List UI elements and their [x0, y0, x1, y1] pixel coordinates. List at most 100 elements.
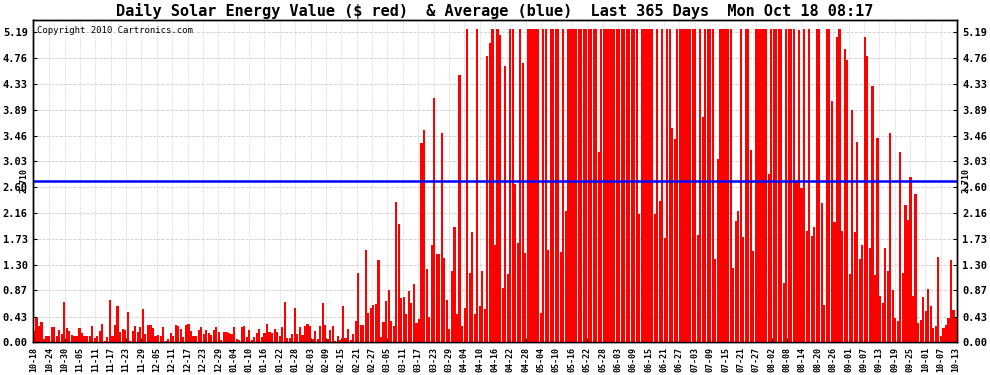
Bar	[681, 29, 683, 342]
Bar	[244, 326, 246, 342]
Bar	[547, 250, 549, 342]
Bar	[162, 327, 164, 342]
Bar	[686, 29, 689, 342]
Bar	[132, 331, 134, 342]
Bar	[266, 324, 268, 342]
Bar	[195, 336, 197, 342]
Bar	[950, 260, 952, 342]
Bar	[317, 339, 319, 342]
Bar	[53, 327, 55, 342]
Bar	[552, 29, 554, 342]
Bar	[535, 29, 537, 342]
Text: Copyright 2010 Cartronics.com: Copyright 2010 Cartronics.com	[38, 26, 193, 35]
Bar	[760, 29, 762, 342]
Bar	[600, 29, 603, 342]
Bar	[559, 252, 562, 342]
Bar	[154, 336, 156, 342]
Bar	[520, 29, 522, 342]
Bar	[917, 323, 919, 342]
Bar	[101, 324, 103, 342]
Bar	[922, 297, 925, 342]
Bar	[645, 29, 648, 342]
Bar	[808, 29, 810, 342]
Bar	[380, 338, 382, 342]
Bar	[565, 211, 567, 342]
Bar	[147, 326, 148, 342]
Bar	[278, 336, 281, 342]
Bar	[400, 298, 402, 342]
Bar	[349, 340, 351, 342]
Bar	[616, 29, 618, 342]
Bar	[167, 339, 169, 342]
Bar	[309, 327, 311, 342]
Bar	[301, 334, 304, 342]
Bar	[904, 205, 907, 342]
Bar	[106, 337, 109, 342]
Bar	[76, 336, 78, 342]
Bar	[636, 29, 638, 342]
Bar	[892, 290, 894, 342]
Bar	[496, 29, 499, 342]
Bar	[431, 245, 433, 342]
Bar	[466, 29, 468, 342]
Bar	[722, 29, 724, 342]
Bar	[593, 29, 595, 342]
Bar	[393, 326, 395, 342]
Bar	[881, 303, 884, 342]
Bar	[86, 336, 88, 342]
Bar	[60, 333, 62, 342]
Bar	[876, 138, 879, 342]
Bar	[874, 275, 876, 342]
Bar	[575, 29, 577, 342]
Bar	[717, 159, 719, 342]
Bar	[793, 29, 795, 342]
Bar	[33, 331, 35, 342]
Bar	[952, 310, 954, 342]
Bar	[387, 290, 390, 342]
Bar	[140, 327, 142, 342]
Bar	[502, 288, 504, 342]
Bar	[540, 313, 542, 342]
Bar	[122, 328, 124, 342]
Bar	[623, 29, 626, 342]
Bar	[50, 327, 52, 342]
Bar	[752, 251, 754, 342]
Bar	[78, 328, 80, 342]
Bar	[517, 243, 519, 342]
Bar	[332, 326, 334, 342]
Bar	[260, 337, 263, 342]
Bar	[271, 333, 273, 342]
Bar	[46, 336, 48, 342]
Bar	[403, 297, 405, 342]
Bar	[658, 201, 660, 342]
Bar	[853, 232, 855, 342]
Bar	[263, 333, 265, 342]
Bar	[238, 340, 241, 342]
Bar	[346, 330, 349, 342]
Bar	[618, 29, 620, 342]
Bar	[938, 257, 940, 342]
Bar	[63, 303, 65, 342]
Bar	[765, 29, 767, 342]
Bar	[577, 29, 580, 342]
Bar	[651, 29, 653, 342]
Bar	[246, 337, 248, 342]
Bar	[453, 227, 455, 342]
Bar	[831, 100, 833, 342]
Bar	[228, 333, 230, 342]
Bar	[481, 272, 483, 342]
Bar	[562, 29, 564, 342]
Bar	[91, 326, 93, 342]
Bar	[749, 150, 752, 342]
Bar	[598, 152, 600, 342]
Bar	[223, 333, 225, 342]
Bar	[382, 321, 384, 342]
Bar	[869, 248, 871, 342]
Bar	[38, 326, 40, 342]
Bar	[413, 284, 415, 342]
Bar	[582, 29, 585, 342]
Bar	[884, 248, 886, 342]
Bar	[613, 29, 615, 342]
Bar	[473, 314, 476, 342]
Bar	[218, 332, 220, 342]
